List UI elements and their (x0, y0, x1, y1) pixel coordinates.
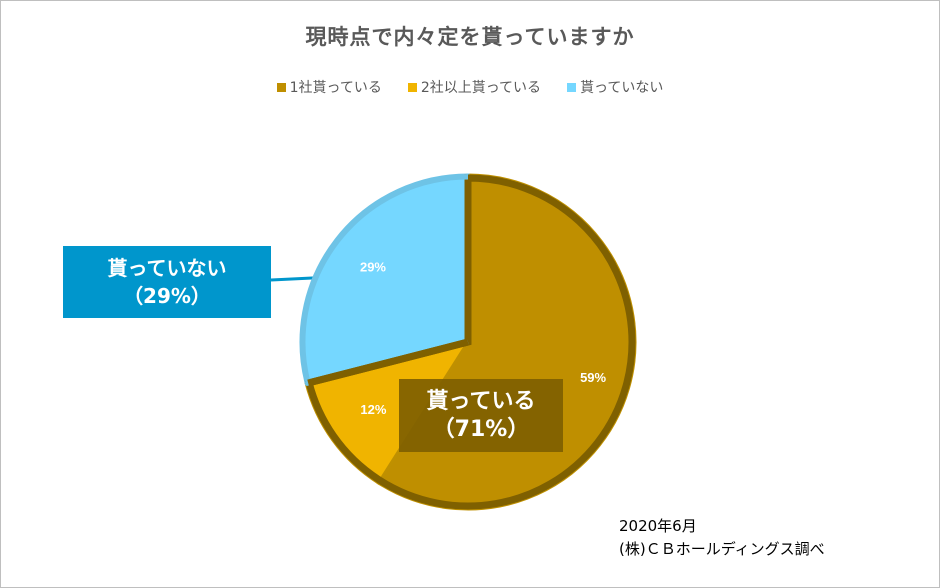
slice-divider (307, 338, 469, 387)
callout-label: 貰っている (426, 388, 536, 414)
legend-swatch (567, 82, 577, 92)
legend-label: 1社貰っている (289, 80, 382, 96)
legend-label: 2社以上貰っている (420, 80, 542, 96)
legend-label: 貰っていない (580, 80, 664, 96)
data-label-1: 59% (580, 370, 606, 385)
legend-swatch (407, 82, 417, 92)
callout-not-received: 貰っていない （29%） (63, 246, 271, 318)
data-label-3: 29% (360, 260, 386, 275)
note-source: (株)ＣＢホールディングス調べ (619, 540, 825, 558)
callout-label: 貰っていない (107, 256, 227, 280)
chart-title: 現時点で内々定を貰っていますか (305, 25, 635, 49)
callout-percent: （71%） (432, 416, 530, 442)
legend-item-3: 貰っていない (567, 77, 663, 97)
source-note: 2020年6月 (株)ＣＢホールディングス調べ (619, 515, 825, 561)
not-received-group-outline (300, 174, 469, 387)
callout-received: 貰っている （71%） (399, 379, 563, 452)
legend-item-2: 2社以上貰っている (407, 77, 542, 97)
legend-swatch (276, 82, 286, 92)
data-label-2: 12% (360, 402, 386, 417)
received-group-outline (304, 174, 636, 510)
legend-item-1: 1社貰っている (276, 77, 382, 97)
callout-percent: （29%） (123, 284, 211, 308)
note-date: 2020年6月 (619, 517, 697, 535)
legend: 1社貰っている 2社以上貰っている 貰っていない (1, 77, 939, 97)
